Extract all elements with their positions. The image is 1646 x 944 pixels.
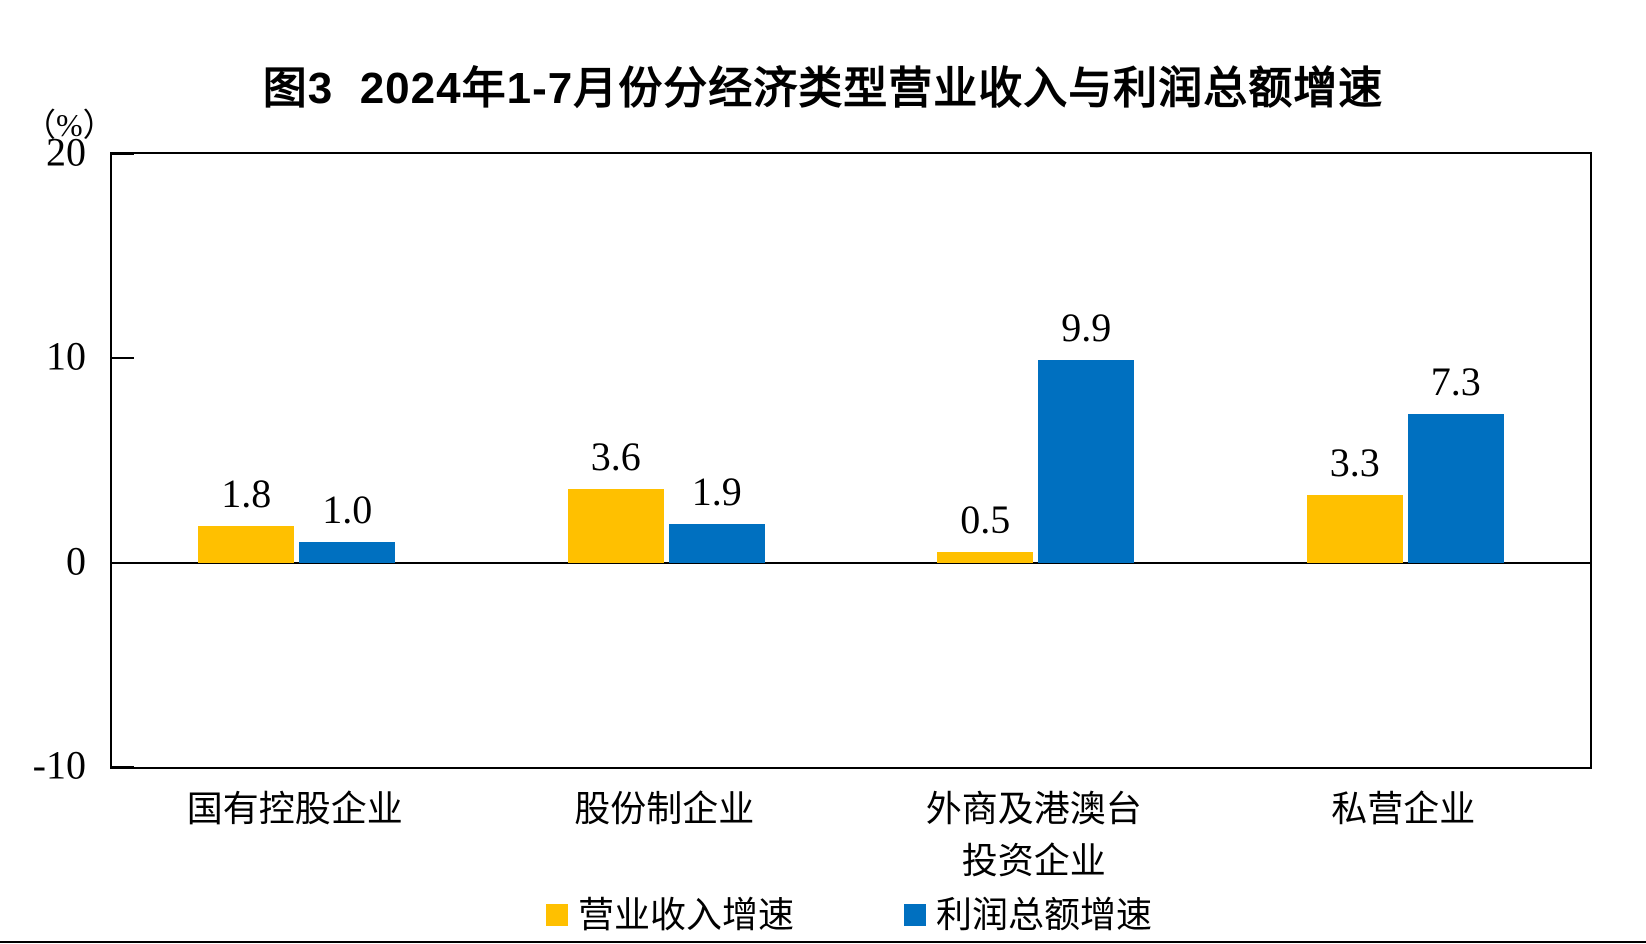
y-axis-tick-label: 0 xyxy=(66,538,86,584)
legend-label: 营业收入增速 xyxy=(577,895,794,935)
legend: 营业收入增速 利润总额增速 xyxy=(110,893,1588,937)
legend-item-1: 营业收入增速 xyxy=(545,893,794,937)
bar-value-label: 1.8 xyxy=(221,470,272,516)
bar-series2-group4 xyxy=(1407,413,1504,563)
y-axis-tick-mark xyxy=(112,357,134,360)
legend-item-2: 利润总额增速 xyxy=(904,893,1152,937)
bar-value-label: 3.6 xyxy=(590,434,641,480)
y-axis-tick-label: 10 xyxy=(46,333,86,379)
bar-value-label: 1.0 xyxy=(322,487,373,533)
legend-label: 利润总额增速 xyxy=(936,895,1153,935)
y-axis-tick-label: -10 xyxy=(32,742,86,788)
legend-swatch-icon xyxy=(545,904,568,926)
plot-area: 1.8 1.0 3.6 1.9 0.5 9.9 3.3 7.3 xyxy=(110,152,1592,769)
bar-series1-group1 xyxy=(198,525,295,563)
bar-value-label: 1.9 xyxy=(691,468,742,514)
bar-series1-group4 xyxy=(1306,495,1403,563)
bar-value-label: 9.9 xyxy=(1061,305,1112,351)
bar-value-label: 3.3 xyxy=(1329,440,1380,486)
bar-value-label: 7.3 xyxy=(1430,358,1481,404)
bar-series1-group2 xyxy=(567,489,664,563)
y-axis-unit-label: （%） xyxy=(24,107,115,143)
y-axis-tick-mark xyxy=(112,153,134,155)
category-label-4: 私营企业 xyxy=(1331,789,1476,829)
bar-series2-group2 xyxy=(668,523,765,563)
category-label-1: 国有控股企业 xyxy=(186,789,403,829)
zero-axis-line xyxy=(112,561,1590,564)
category-label-2: 股份制企业 xyxy=(574,789,755,829)
figure-bottom-rule xyxy=(0,941,1646,943)
y-axis-tick-label: 20 xyxy=(46,129,86,175)
legend-swatch-icon xyxy=(904,904,926,926)
bar-series2-group3 xyxy=(1038,360,1135,563)
y-axis-tick-mark xyxy=(112,561,134,564)
category-label-3: 外商及港澳台 投资企业 xyxy=(925,789,1142,881)
bar-series1-group3 xyxy=(937,552,1034,563)
y-axis-tick-mark xyxy=(112,766,134,768)
chart-title: 图3 2024年1-7月份分经济类型营业收入与利润总额增速 xyxy=(262,64,1384,113)
bar-series2-group1 xyxy=(299,542,396,563)
bar-value-label: 0.5 xyxy=(960,497,1011,543)
